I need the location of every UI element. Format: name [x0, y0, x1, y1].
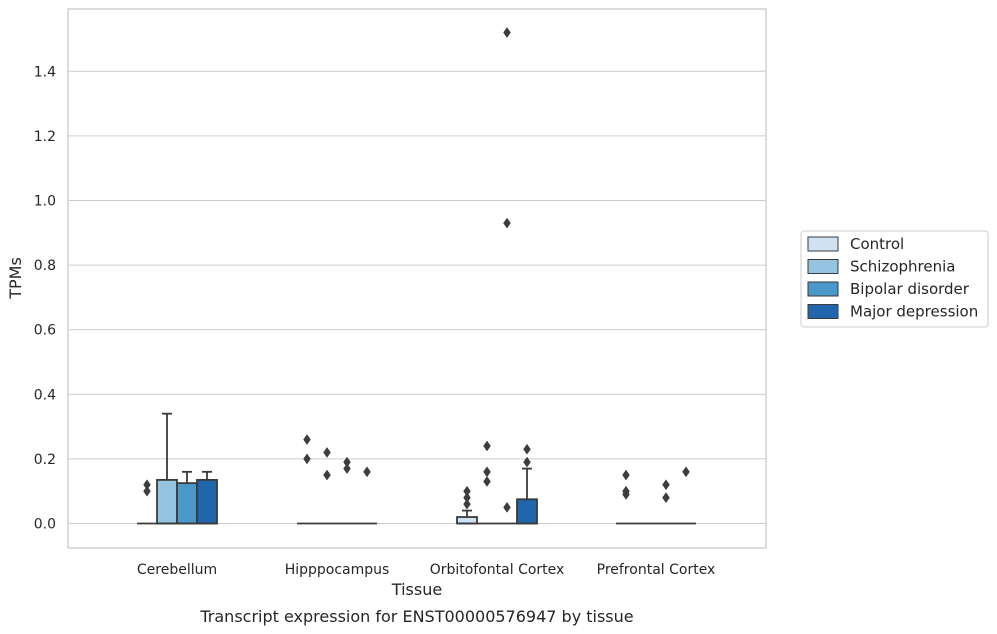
legend-swatch: [807, 281, 839, 297]
outlier-point: [622, 485, 630, 497]
outlier-point: [523, 456, 531, 468]
legend: Control Schizophrenia Bipolar disorder Majo…: [800, 230, 989, 328]
box-body: [516, 498, 538, 525]
outlier-point: [303, 434, 311, 445]
outlier-point: [523, 443, 531, 455]
y-tick-label: 0.6: [34, 323, 56, 339]
legend-swatch: [807, 236, 839, 252]
gridlines: [68, 70, 766, 524]
y-tick-label: 0.0: [34, 517, 56, 533]
box-group: [196, 470, 218, 525]
outlier-point: [343, 456, 351, 468]
box-group: [297, 434, 317, 525]
outlier-point: [463, 492, 471, 504]
box-body: [176, 482, 198, 525]
y-axis-ticks: 0.0 0.2 0.4 0.6 0.8 1.0 1.2 1.4: [34, 64, 56, 532]
outlier-point: [483, 476, 491, 487]
legend-label: Bipolar disorder: [850, 280, 970, 298]
outlier-point: [503, 27, 511, 38]
box-group: [156, 412, 178, 525]
box-group: [497, 27, 517, 525]
x-tick-label: Prefrontal Cortex: [597, 562, 716, 578]
outlier-point: [363, 466, 371, 478]
outlier-point: [483, 440, 491, 452]
boxes: [137, 27, 696, 525]
box-group: [357, 466, 377, 525]
outlier-point: [303, 453, 311, 465]
box-group: [137, 479, 157, 525]
legend-swatch: [807, 304, 839, 319]
box-group: [656, 479, 676, 525]
chart-caption: Transcript expression for ENST0000057694…: [199, 607, 633, 626]
legend-label: Schizophrenia: [850, 258, 955, 276]
box-body: [456, 516, 478, 525]
box-body: [156, 478, 178, 525]
legend-swatch: [807, 259, 839, 274]
box-group: [317, 447, 337, 525]
legend-frame: [800, 230, 989, 328]
box-body: [196, 478, 218, 525]
outlier-point: [343, 463, 351, 475]
box-group: [176, 470, 198, 525]
outlier-point: [143, 479, 151, 491]
x-tick-label: Hipppocampus: [285, 562, 390, 578]
y-tick-label: 1.4: [34, 64, 56, 80]
outlier-point: [682, 466, 690, 478]
outlier-point: [503, 501, 511, 513]
x-tick-label: Cerebellum: [137, 562, 217, 578]
box-group: [456, 485, 478, 525]
box-group: [516, 443, 538, 525]
y-tick-label: 0.4: [34, 387, 56, 403]
x-axis-ticks: Cerebellum Hipppocampus Orbitofontal Corte…: [137, 562, 715, 578]
y-tick-label: 0.2: [34, 452, 56, 468]
y-tick-label: 1.0: [34, 194, 56, 210]
outlier-point: [143, 485, 151, 497]
y-axis-title: TPMs: [6, 257, 25, 300]
outlier-point: [483, 466, 491, 478]
outlier-point: [662, 479, 670, 491]
outlier-point: [463, 498, 471, 510]
outlier-point: [463, 485, 471, 497]
legend-label: Major depression: [850, 303, 978, 321]
box-group: [337, 456, 357, 525]
outlier-point: [503, 217, 511, 229]
box-group: [616, 469, 636, 525]
outlier-point: [662, 492, 670, 504]
y-tick-label: 1.2: [34, 129, 56, 145]
outlier-point: [622, 469, 630, 481]
outlier-point: [323, 447, 331, 458]
x-axis-title: Tissue: [391, 580, 442, 599]
plot-frame: [67, 8, 767, 549]
x-tick-label: Orbitofontal Cortex: [430, 562, 565, 578]
y-tick-label: 0.8: [34, 258, 56, 274]
legend-label: Control: [850, 235, 904, 253]
box-group: [676, 466, 696, 525]
box-group: [477, 440, 497, 525]
outlier-point: [323, 469, 331, 481]
